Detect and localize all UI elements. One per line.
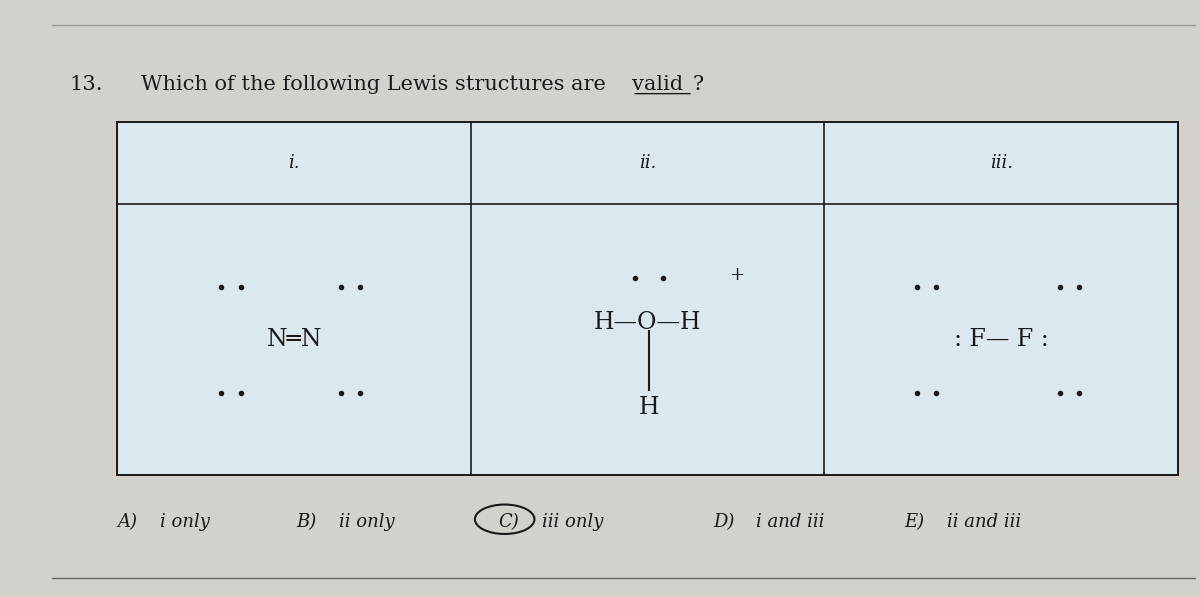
Text: i only: i only	[161, 513, 210, 531]
Text: ii.: ii.	[640, 154, 656, 172]
Text: C): C)	[499, 513, 520, 531]
Text: Which of the following Lewis structures are: Which of the following Lewis structures …	[142, 75, 613, 94]
Text: 13.: 13.	[70, 75, 103, 94]
Text: E): E)	[904, 513, 924, 531]
Text: D): D)	[713, 513, 734, 531]
Text: N═N: N═N	[266, 328, 322, 351]
Text: iii.: iii.	[990, 154, 1013, 172]
Text: ?: ?	[692, 75, 704, 94]
Text: B): B)	[296, 513, 317, 531]
Text: H—O—H: H—O—H	[594, 310, 702, 334]
Text: +: +	[730, 266, 744, 284]
Text: ii and iii: ii and iii	[947, 513, 1021, 531]
Text: iii only: iii only	[541, 513, 602, 531]
Text: H: H	[638, 396, 659, 419]
Text: : F— F :: : F— F :	[954, 328, 1049, 351]
FancyBboxPatch shape	[118, 122, 1178, 475]
Text: valid: valid	[632, 75, 683, 94]
Text: i.: i.	[288, 154, 300, 172]
Text: A): A)	[118, 513, 137, 531]
Text: ii only: ii only	[340, 513, 395, 531]
Text: i and iii: i and iii	[756, 513, 824, 531]
